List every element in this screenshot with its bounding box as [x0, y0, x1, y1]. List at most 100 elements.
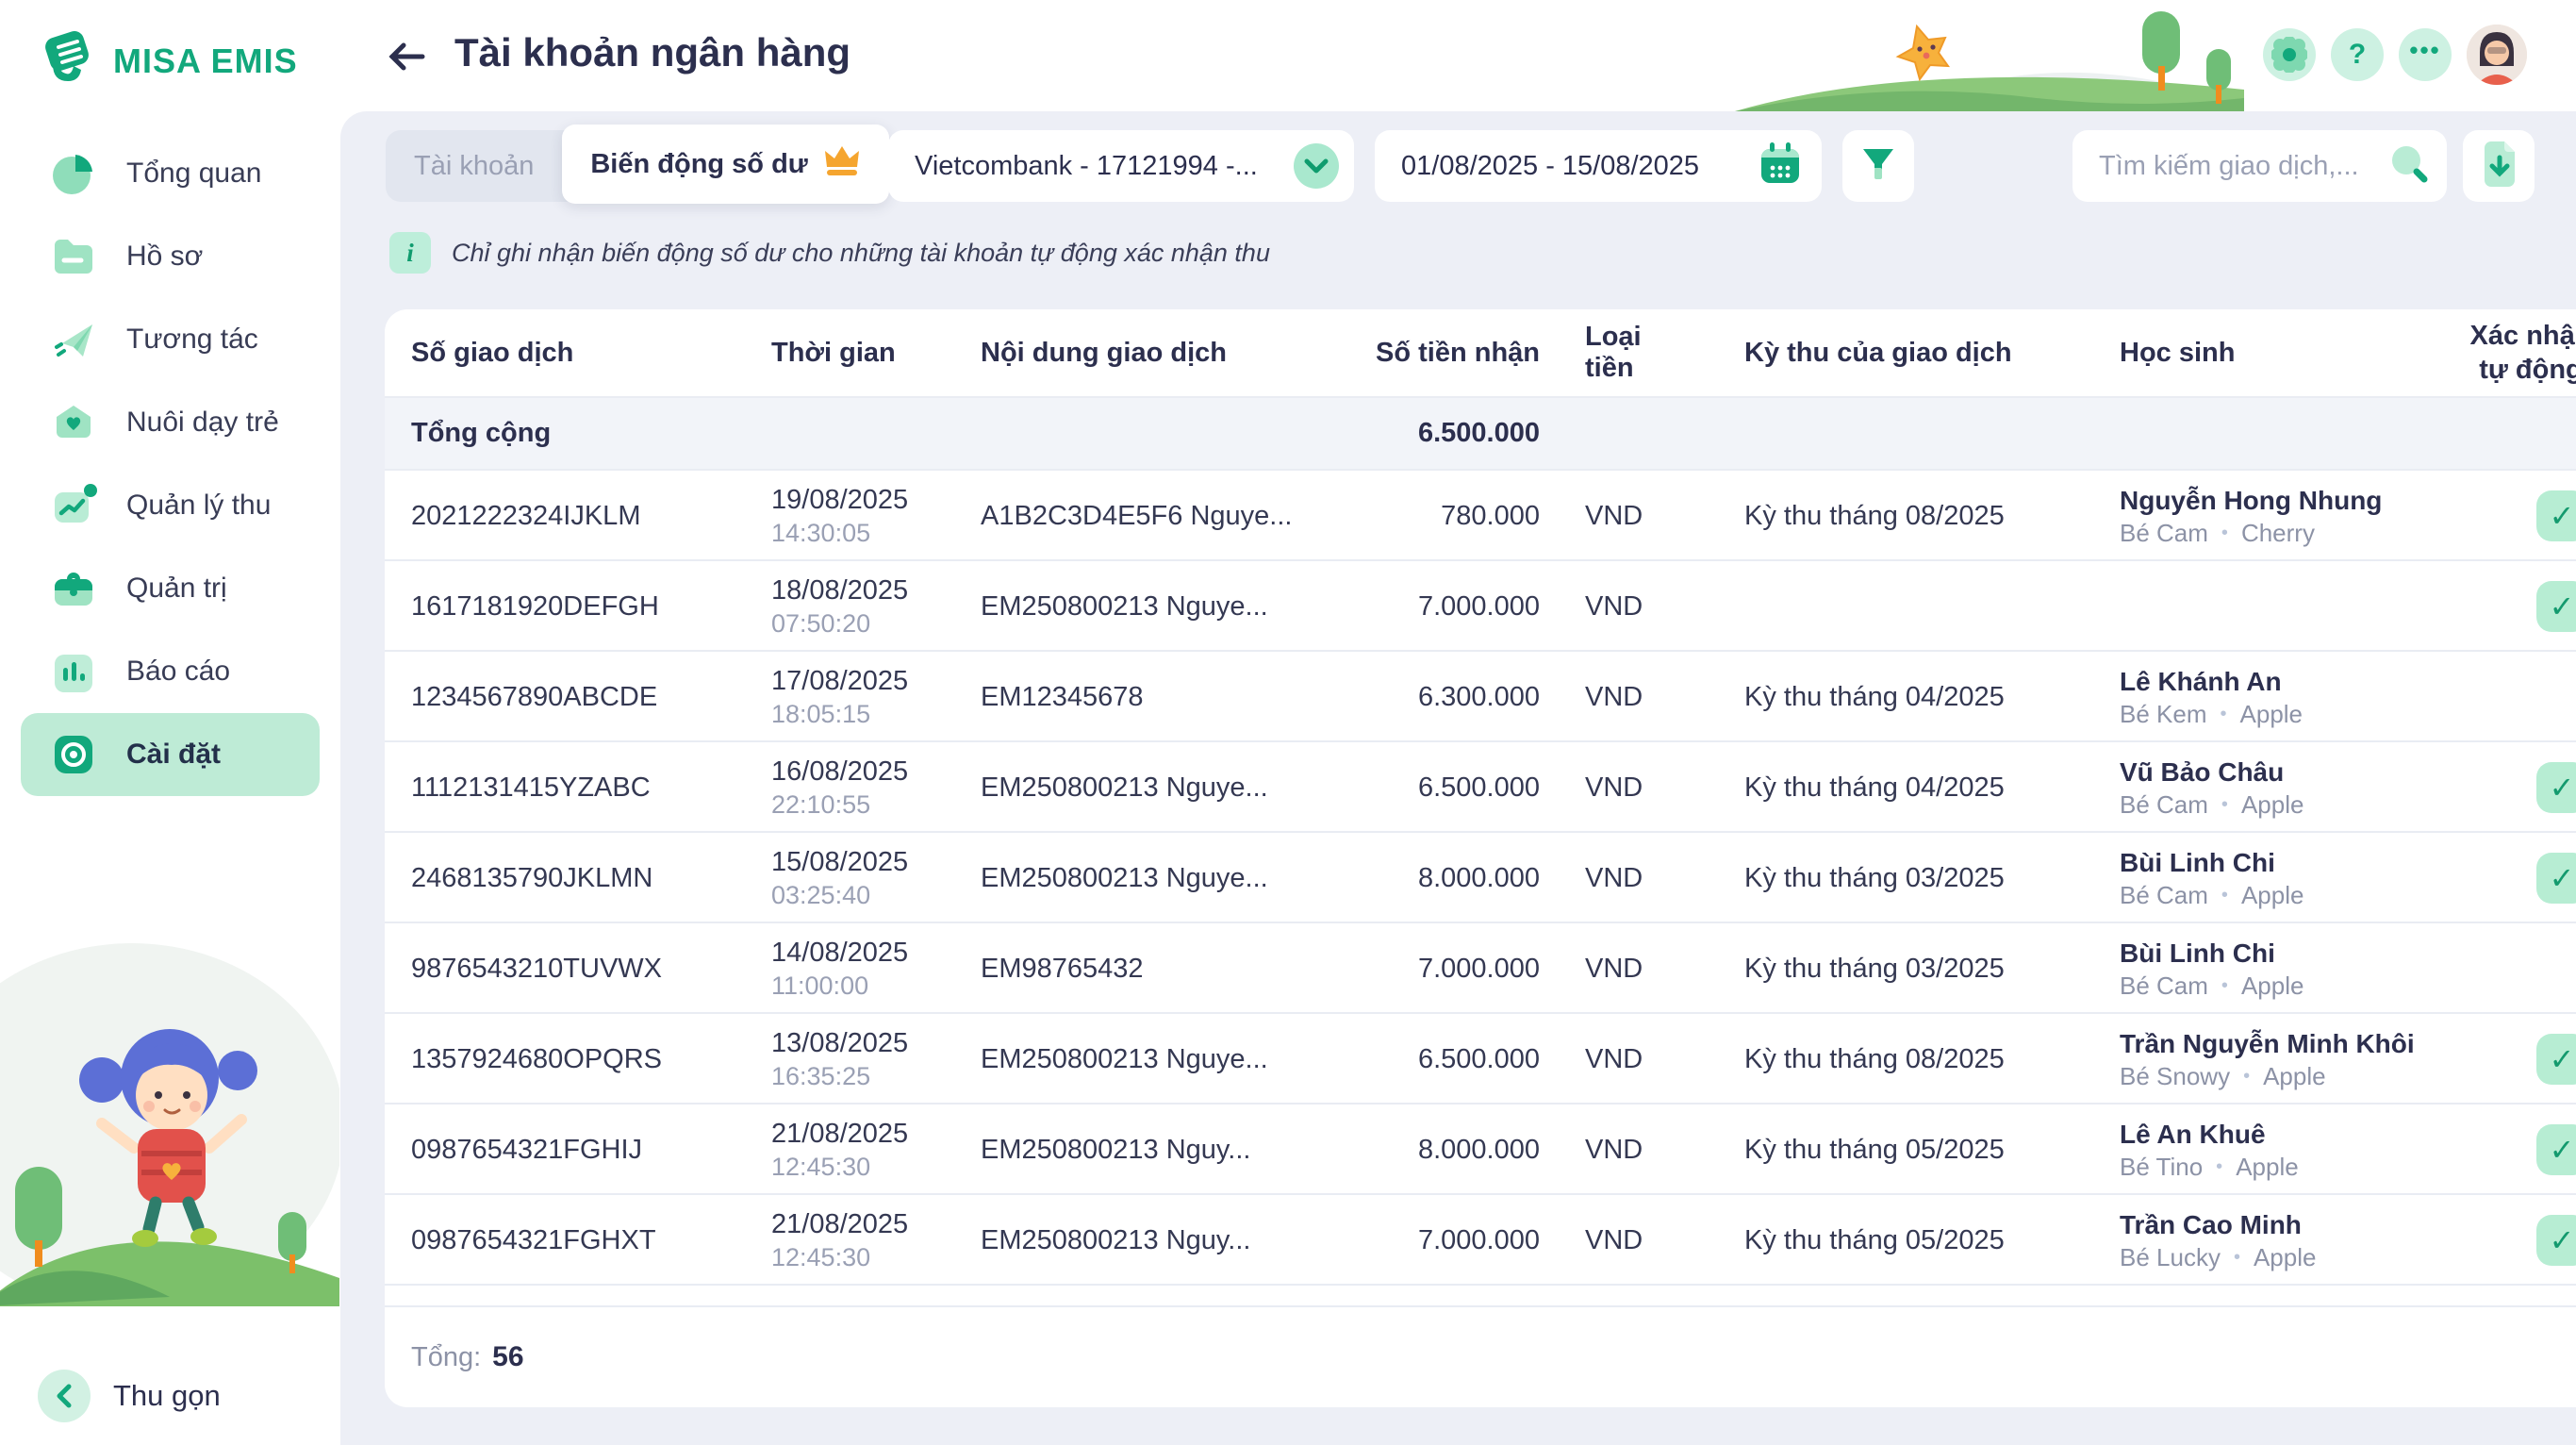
sidebar-item-ho-so[interactable]: Hồ sơ — [0, 215, 340, 298]
auto-confirm-check-icon: ✓ — [2536, 762, 2576, 813]
footer-total-count: 56 — [492, 1341, 524, 1372]
dot-separator: • — [2216, 1156, 2223, 1177]
student-cell: Nguyễn Hong Nhung Bé Cam • Cherry — [2066, 484, 2398, 548]
currency: VND — [1585, 1224, 1643, 1255]
filter-button[interactable] — [1842, 130, 1914, 202]
auto-confirm-cell: ✓ — [2398, 1105, 2576, 1195]
logo-icon — [38, 28, 98, 93]
auto-confirm-check-icon: ✓ — [2536, 853, 2576, 904]
brand-name: MISA EMIS — [113, 41, 298, 80]
table-row[interactable]: 1357924680OPQRS 13/08/2025 16:35:25 EM25… — [385, 1012, 2576, 1103]
fee-period: Kỳ thu tháng 03/2025 — [1744, 953, 2005, 984]
table-row[interactable]: 1617181920DEFGH 18/08/2025 07:50:20 EM25… — [385, 559, 2576, 650]
table-total-row: Tổng cộng 6.500.000 — [385, 396, 2576, 469]
sidebar-item-bao-cao[interactable]: Báo cáo — [0, 630, 340, 713]
currency: VND — [1585, 1043, 1643, 1074]
sidebar-item-tuong-tac[interactable]: Tương tác — [0, 298, 340, 381]
app-logo[interactable]: MISA EMIS — [38, 28, 298, 93]
currency: VND — [1585, 681, 1643, 712]
table-row[interactable]: 2468135790JKLMN 15/08/2025 03:25:40 EM25… — [385, 831, 2576, 922]
col-header-student[interactable]: Học sinh — [2120, 337, 2236, 368]
transaction-id: 1112131415YZABC — [411, 772, 651, 803]
student-cell: Trần Cao Minh Bé Lucky • Apple — [2066, 1208, 2398, 1272]
sidebar-item-nuoi-day-tre[interactable]: Nuôi dạy trẻ — [0, 381, 340, 464]
transaction-datetime: 14/08/2025 11:00:00 — [771, 938, 909, 1000]
search-icon[interactable] — [2385, 140, 2434, 193]
col-header-content[interactable]: Nội dung giao dịch — [981, 337, 1227, 368]
fee-period: Kỳ thu tháng 08/2025 — [1744, 500, 2005, 531]
transaction-datetime: 16/08/2025 22:10:55 — [771, 756, 909, 819]
amount-received: 6.500.000 — [1417, 1043, 1540, 1074]
sidebar-item-quan-ly-thu[interactable]: Quản lý thu — [0, 464, 340, 547]
col-header-time[interactable]: Thời gian — [771, 337, 896, 368]
transaction-content: EM250800213 Nguy... — [981, 1134, 1251, 1165]
transaction-id: 1234567890ABCDE — [411, 681, 658, 712]
col-header-amount[interactable]: Số tiền nhận — [1376, 337, 1540, 368]
dot-separator: • — [2221, 523, 2228, 543]
transaction-datetime: 21/08/2025 12:45:30 — [771, 1119, 909, 1181]
student-name: Bùi Linh Chi — [2120, 938, 2275, 968]
star-icon — [1895, 24, 1951, 82]
transaction-datetime: 19/08/2025 14:30:05 — [771, 485, 909, 547]
settings-gear-icon[interactable] — [2263, 28, 2316, 81]
dot-separator: • — [2220, 704, 2227, 724]
mascot-illustration — [0, 929, 344, 1311]
sidebar-item-tong-quan[interactable]: Tổng quan — [0, 132, 340, 215]
auto-confirm-cell: ✓ — [2398, 471, 2576, 561]
student-cell: Bùi Linh Chi Bé Cam • Apple — [2066, 846, 2398, 910]
col-header-period[interactable]: Kỳ thu của giao dịch — [1744, 337, 2012, 368]
bank-account-dropdown[interactable]: Vietcombank - 17121994 -... — [888, 130, 1354, 202]
auto-confirm-cell: ✓ — [2398, 1286, 2576, 1305]
sidebar-item-cai-dat[interactable]: Cài đặt — [21, 713, 320, 796]
transaction-id: 0987654321FGHXT — [411, 1224, 656, 1255]
sidebar-menu: Tổng quan Hồ sơ Tương tác Nuôi dạy trẻ — [0, 132, 340, 796]
download-button[interactable] — [2463, 130, 2535, 202]
auto-confirm-check-icon: ✓ — [2536, 490, 2576, 541]
currency: VND — [1585, 862, 1643, 893]
student-name: Nguyễn Hong Nhung — [2120, 486, 2383, 515]
student-name: Trần Cao Minh — [2120, 1210, 2302, 1239]
auto-confirm-check-icon: ✓ — [2536, 1034, 2576, 1085]
fee-period: Kỳ thu tháng 04/2025 — [1744, 681, 2005, 712]
auto-confirm-cell: ✓ — [2398, 833, 2576, 923]
back-button[interactable] — [385, 34, 430, 79]
chart-trend-icon — [47, 479, 100, 532]
user-avatar[interactable] — [2467, 25, 2527, 85]
currency: VND — [1585, 590, 1643, 622]
transaction-content: EM250800213 Nguye... — [981, 1043, 1268, 1074]
transaction-content: EM250800213 Nguye... — [981, 590, 1268, 622]
sidebar-collapse-button[interactable]: Thu gọn — [38, 1370, 221, 1422]
sidebar: MISA EMIS Tổng quan Hồ sơ Tương tác — [0, 0, 344, 1445]
transaction-datetime: 18/08/2025 07:50:20 — [771, 575, 909, 638]
table-footer: Tổng: 56 — [385, 1305, 2576, 1407]
table-row[interactable]: 2021222324IJKLM 19/08/2025 14:30:05 A1B2… — [385, 469, 2576, 559]
more-options-icon[interactable]: ••• — [2399, 28, 2452, 81]
date-range-value: 01/08/2025 - 15/08/2025 — [1401, 150, 1700, 181]
tab-tai-khoan[interactable]: Tài khoản — [414, 150, 535, 181]
amount-received: 7.000.000 — [1417, 1224, 1540, 1255]
table-row[interactable]: 1112131415YZABC 16/08/2025 22:10:55 EM25… — [385, 740, 2576, 831]
help-icon[interactable]: ? — [2331, 28, 2384, 81]
transaction-content: EM250800213 Nguye... — [981, 772, 1268, 803]
col-header-auto-confirm[interactable]: Xác nhận tự động — [2469, 321, 2576, 385]
table-row[interactable]: 1234567890ABCDE 17/08/2025 18:05:15 EM12… — [385, 650, 2576, 740]
student-name: Lê Khánh An — [2120, 667, 2282, 696]
date-range-picker[interactable]: 01/08/2025 - 15/08/2025 — [1375, 130, 1822, 202]
dot-separator: • — [2221, 794, 2228, 815]
sidebar-item-quan-tri[interactable]: Quản trị — [0, 547, 340, 630]
funnel-icon — [1858, 143, 1899, 190]
bar-chart-icon — [47, 645, 100, 698]
student-subline: Bé Tino • Apple — [2120, 1153, 2299, 1181]
paper-plane-icon — [47, 313, 100, 366]
table-row[interactable]: 9876543210TUVWX 14/08/2025 11:00:00 EM98… — [385, 922, 2576, 1012]
search-input[interactable] — [2099, 150, 2385, 182]
fee-period: Kỳ thu tháng 05/2025 — [1744, 1224, 2005, 1255]
table-row[interactable]: 0987654321FGHXT 21/08/2025 12:45:30 EM25… — [385, 1193, 2576, 1284]
col-header-currency[interactable]: Loại tiền — [1585, 322, 1642, 383]
tab-bien-dong-so-du[interactable]: Biến động số dư — [562, 125, 889, 204]
table-row[interactable]: 0987654321FGHIJ 21/08/2025 EM250800213 N… — [385, 1284, 2576, 1305]
col-header-transaction-id[interactable]: Số giao dịch — [411, 337, 574, 368]
table-row[interactable]: 0987654321FGHIJ 21/08/2025 12:45:30 EM25… — [385, 1103, 2576, 1193]
student-cell: Trần Nguyễn Minh Khôi Bé Snowy • Apple — [2066, 1027, 2415, 1091]
